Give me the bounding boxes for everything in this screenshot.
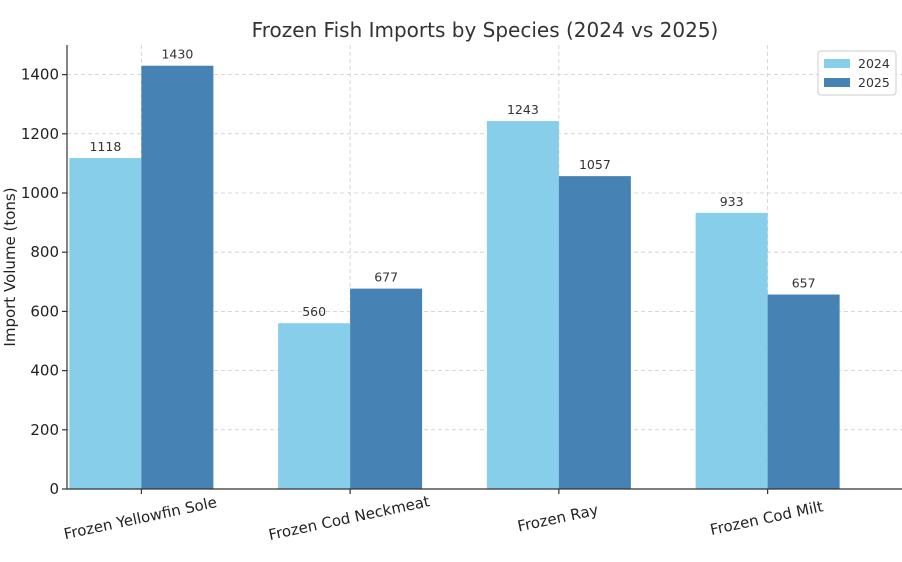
bar-value-label: 1430 bbox=[161, 47, 193, 62]
bar-value-label: 1243 bbox=[507, 102, 539, 117]
y-tick-label: 400 bbox=[30, 362, 59, 380]
y-axis-label: Import Volume (tons) bbox=[1, 187, 19, 346]
y-tick-label: 200 bbox=[30, 421, 59, 439]
legend-swatch bbox=[824, 78, 850, 87]
bar-2024 bbox=[486, 121, 559, 490]
bar-value-label: 560 bbox=[302, 304, 326, 319]
bar-2025 bbox=[141, 65, 214, 489]
chart-title: Frozen Fish Imports by Species (2024 vs … bbox=[252, 18, 719, 42]
bar-value-label: 933 bbox=[720, 194, 744, 209]
y-tick-label: 0 bbox=[49, 480, 59, 498]
y-tick-label: 800 bbox=[30, 243, 59, 261]
bar-2025 bbox=[350, 288, 423, 489]
y-tick-label: 1200 bbox=[21, 125, 59, 143]
y-tick-label: 600 bbox=[30, 302, 59, 320]
bar-2024 bbox=[69, 158, 142, 489]
bar-value-label: 677 bbox=[374, 270, 398, 285]
bar-value-label: 657 bbox=[792, 276, 816, 291]
legend-swatch bbox=[824, 59, 850, 68]
bar-2025 bbox=[767, 294, 840, 489]
bars-layer bbox=[69, 65, 840, 490]
value-labels-layer: 1118 1430 560 677 1243 1057 933 657 bbox=[89, 47, 815, 320]
bar-2024 bbox=[695, 212, 768, 489]
y-tick-label: 1400 bbox=[21, 66, 59, 84]
legend-label: 2024 bbox=[858, 56, 890, 71]
x-tick-label: Frozen Cod Neckmeat bbox=[267, 492, 431, 544]
x-tick-label: Frozen Yellowfin Sole bbox=[62, 493, 218, 543]
legend: 2024 2025 bbox=[817, 50, 897, 96]
bar-2025 bbox=[558, 176, 631, 490]
bar-value-label: 1057 bbox=[579, 157, 611, 172]
y-tick-label: 1000 bbox=[21, 184, 59, 202]
bar-value-label: 1118 bbox=[89, 139, 121, 154]
legend-label: 2025 bbox=[858, 75, 890, 90]
bar-2024 bbox=[278, 323, 351, 489]
x-tick-label: Frozen Ray bbox=[516, 501, 600, 536]
x-tick-label: Frozen Cod Milt bbox=[708, 497, 824, 539]
axes-layer bbox=[66, 45, 902, 490]
